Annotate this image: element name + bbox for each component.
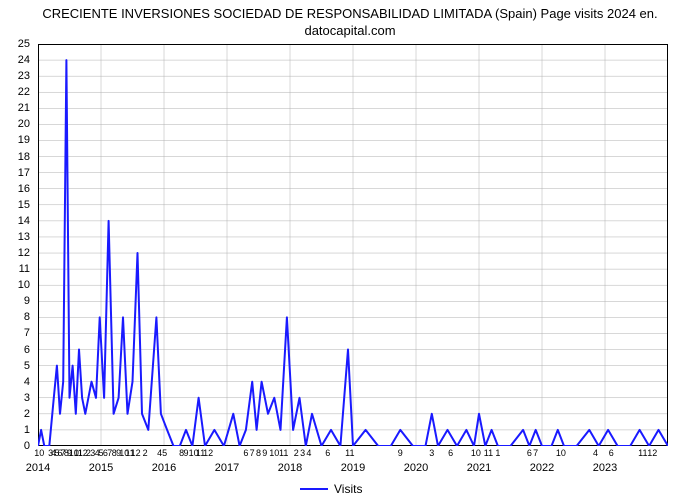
x-tick-major-label: 2018 xyxy=(278,462,302,474)
x-tick-major-label: 2014 xyxy=(26,462,50,474)
legend-line-sample xyxy=(300,488,328,490)
x-tick-minor-label: 6 xyxy=(325,448,330,458)
x-tick-minor-label: 12 xyxy=(203,448,213,458)
y-tick-label: 3 xyxy=(24,392,30,404)
y-tick-label: 16 xyxy=(18,183,30,195)
x-tick-minor-label: 7 xyxy=(250,448,255,458)
chart-container: CRECIENTE INVERSIONES SOCIEDAD DE RESPON… xyxy=(0,0,700,500)
x-tick-minor-label: 2 xyxy=(143,448,148,458)
x-tick-minor-label: 11 xyxy=(279,448,288,458)
y-tick-label: 12 xyxy=(18,247,30,259)
x-tick-major-label: 2020 xyxy=(404,462,428,474)
x-tick-major-label: 2021 xyxy=(467,462,491,474)
x-tick-minor-label: 10 xyxy=(269,448,279,458)
y-tick-label: 8 xyxy=(24,311,30,323)
y-tick-label: 5 xyxy=(24,360,30,372)
y-tick-label: 13 xyxy=(18,231,30,243)
y-tick-label: 23 xyxy=(18,70,30,82)
y-tick-label: 4 xyxy=(24,376,30,388)
x-tick-minor-label: 6 xyxy=(609,448,614,458)
x-tick-minor-label: 10 xyxy=(34,448,44,458)
x-tick-minor-label: 11 xyxy=(345,448,354,458)
plot-area xyxy=(38,44,668,446)
chart-svg xyxy=(38,44,668,446)
x-tick-minor-label: 3 xyxy=(429,448,434,458)
x-tick-minor-label: 7 xyxy=(533,448,538,458)
x-tick-minor-label: 6 xyxy=(448,448,453,458)
x-tick-major-label: 2019 xyxy=(341,462,365,474)
y-tick-label: 1 xyxy=(24,424,30,436)
x-axis-ticks: 1034567891011122345678910111224589101112… xyxy=(38,448,668,482)
y-tick-label: 24 xyxy=(18,54,30,66)
y-tick-label: 17 xyxy=(18,167,30,179)
x-tick-minor-label: 11 xyxy=(638,448,647,458)
y-tick-label: 11 xyxy=(19,263,30,275)
y-tick-label: 10 xyxy=(18,279,30,291)
y-tick-label: 14 xyxy=(18,215,30,227)
y-axis-ticks: 0123456789101112131415161718192021222324… xyxy=(0,44,34,446)
x-tick-minor-label: 2 xyxy=(294,448,299,458)
x-tick-minor-label: 10 xyxy=(556,448,566,458)
x-tick-minor-label: 12 xyxy=(647,448,657,458)
x-tick-minor-label: 4 xyxy=(306,448,311,458)
y-tick-label: 20 xyxy=(18,118,30,130)
legend-label: Visits xyxy=(334,482,362,496)
x-tick-minor-label: 6 xyxy=(527,448,532,458)
y-tick-label: 0 xyxy=(24,440,30,452)
x-tick-minor-label: 3 xyxy=(300,448,305,458)
x-tick-major-label: 2022 xyxy=(530,462,554,474)
x-tick-major-label: 2016 xyxy=(152,462,176,474)
y-tick-label: 6 xyxy=(24,344,30,356)
x-tick-minor-label: 1 xyxy=(495,448,500,458)
y-tick-label: 22 xyxy=(18,86,30,98)
x-tick-minor-label: 12 xyxy=(131,448,141,458)
y-tick-label: 9 xyxy=(24,295,30,307)
y-tick-label: 18 xyxy=(18,151,30,163)
chart-title: CRECIENTE INVERSIONES SOCIEDAD DE RESPON… xyxy=(0,0,700,42)
x-tick-minor-label: 9 xyxy=(262,448,267,458)
x-tick-minor-label: 11 xyxy=(484,448,493,458)
y-tick-label: 19 xyxy=(18,134,30,146)
x-tick-minor-label: 8 xyxy=(256,448,261,458)
x-tick-major-label: 2017 xyxy=(215,462,239,474)
y-tick-label: 25 xyxy=(18,38,30,50)
x-tick-minor-label: 4 xyxy=(593,448,598,458)
y-tick-label: 21 xyxy=(18,102,30,114)
x-tick-minor-label: 5 xyxy=(162,448,167,458)
y-tick-label: 2 xyxy=(24,408,30,420)
x-tick-minor-label: 9 xyxy=(398,448,403,458)
legend: Visits xyxy=(300,482,362,496)
x-tick-minor-label: 10 xyxy=(471,448,481,458)
x-tick-major-label: 2023 xyxy=(593,462,617,474)
x-tick-major-label: 2015 xyxy=(89,462,113,474)
x-tick-minor-label: 6 xyxy=(243,448,248,458)
y-tick-label: 7 xyxy=(24,327,30,339)
y-tick-label: 15 xyxy=(18,199,30,211)
